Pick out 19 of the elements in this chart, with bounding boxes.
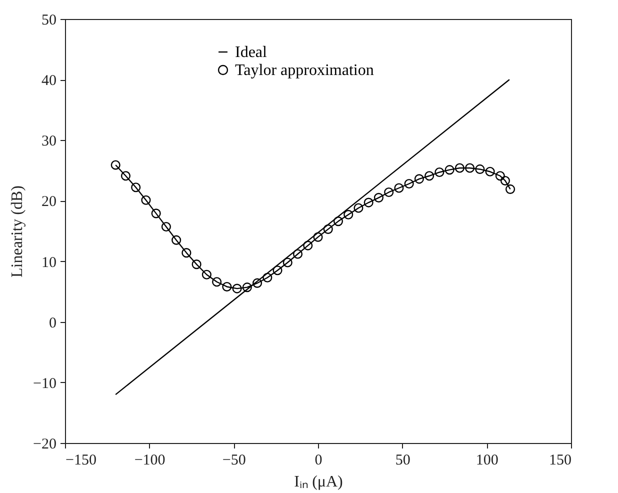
y-tick-label: 20 xyxy=(42,194,56,210)
legend-label: Ideal xyxy=(235,44,268,61)
y-tick-label: 30 xyxy=(42,134,56,150)
x-tick-label: 150 xyxy=(549,452,572,468)
y-tick-label: 10 xyxy=(42,254,56,271)
x-axis-title: Iᵢₙ (μA) xyxy=(294,474,343,490)
x-tick-label: −50 xyxy=(222,452,246,468)
y-tick-label: 40 xyxy=(42,73,56,90)
y-axis-title: Linearity (dB) xyxy=(9,186,26,278)
y-tick-label: −20 xyxy=(33,436,56,452)
x-tick-label: −100 xyxy=(134,452,166,468)
x-tick-label: 100 xyxy=(476,452,498,468)
x-tick-label: −150 xyxy=(66,452,96,468)
x-tick-label: 50 xyxy=(395,452,410,468)
y-tick-label: 50 xyxy=(42,12,56,28)
x-tick-label: 0 xyxy=(314,452,322,468)
y-tick-label: 0 xyxy=(49,315,56,332)
legend-label: Taylor approximation xyxy=(235,62,374,79)
y-tick-label: −10 xyxy=(33,376,56,392)
